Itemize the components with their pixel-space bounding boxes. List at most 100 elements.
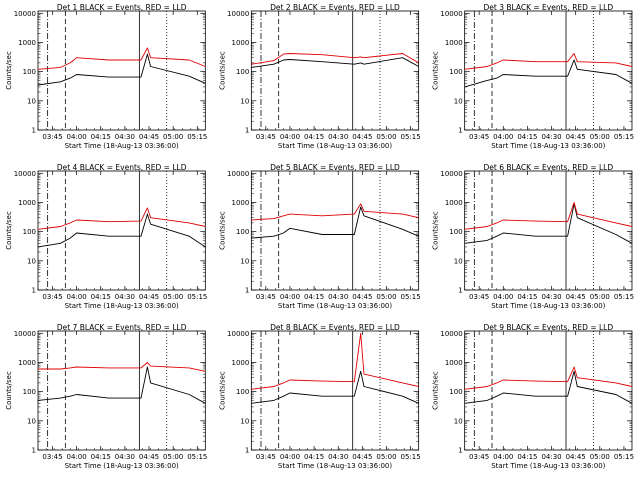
x-tick-label: 04:45 [352,133,372,141]
y-tick-label: 10000 [227,170,249,178]
x-tick-label: 04:30 [328,133,348,141]
y-tick-label: 1 [32,447,36,455]
plot-frame [250,330,420,451]
detector-panel-2: Det 2 BLACK = Events, RED = LLD 1 10 100 100… [218,3,420,150]
y-tick-label: 1 [32,127,36,135]
x-tick-label: 05:15 [401,133,421,141]
x-tick-label: 05:00 [376,453,396,461]
x-tick-label: 05:15 [401,453,421,461]
x-tick-label: 03:45 [42,293,62,301]
y-tick-label: 1000 [445,359,463,367]
x-tick-label: 05:15 [401,293,421,301]
lld-series-line [251,332,419,390]
x-tick-label: 04:00 [67,133,87,141]
detector-panel-9: Det 9 BLACK = Events, RED = LLD 1 10 100 100… [432,323,634,470]
x-tick-label: 05:00 [590,293,610,301]
lld-series-line [464,53,633,70]
y-tick-label: 1000 [18,359,36,367]
x-tick-label: 05:15 [187,133,207,141]
x-tick-label: 04:30 [115,453,135,461]
x-tick-label: 04:45 [566,453,586,461]
x-tick-label: 04:30 [115,293,135,301]
x-tick-label: 05:00 [163,453,183,461]
x-tick-label: 05:15 [187,453,207,461]
plot-frame [37,10,206,131]
y-tick-label: 1 [458,127,462,135]
y-axis-label: Counts/sec [218,51,226,90]
y-tick-label: 1 [245,127,249,135]
x-tick-label: 03:45 [256,453,276,461]
y-tick-label: 10000 [14,170,36,178]
y-tick-label: 1 [245,447,249,455]
x-tick-label: 05:15 [614,293,634,301]
x-tick-label: 04:45 [352,453,372,461]
panel-title: Det 1 BLACK = Events, RED = LLD [57,3,187,12]
y-tick-label: 10 [240,257,249,265]
x-tick-label: 04:45 [566,133,586,141]
x-tick-label: 05:00 [590,133,610,141]
y-tick-label: 10 [454,417,463,425]
y-tick-label: 10 [27,417,36,425]
y-tick-label: 100 [449,68,462,76]
y-tick-label: 10000 [14,330,36,338]
detector-panel-8: Det 8 BLACK = Events, RED = LLD 1 10 100 100… [218,323,420,470]
y-axis-label: Counts/sec [432,371,440,410]
y-tick-label: 10000 [440,330,462,338]
events-series-line [251,370,419,404]
x-tick-label: 04:00 [280,293,300,301]
x-tick-label: 04:30 [541,453,561,461]
lld-series-line [251,53,419,65]
x-axis-label: Start Time (18-Aug-13 03:36:00) [278,302,392,310]
detector-panel-5: Det 5 BLACK = Events, RED = LLD 1 10 100 100… [218,163,420,310]
x-tick-label: 04:45 [139,133,159,141]
y-tick-label: 1000 [232,199,250,207]
y-tick-label: 1000 [445,39,463,47]
x-tick-label: 04:45 [139,293,159,301]
detector-panel-3: Det 3 BLACK = Events, RED = LLD 1 10 100 100… [432,3,634,150]
y-tick-label: 1 [32,287,36,295]
y-tick-label: 10 [454,97,463,105]
x-tick-label: 04:15 [517,293,537,301]
panel-title: Det 3 BLACK = Events, RED = LLD [483,3,613,12]
y-tick-label: 10 [27,257,36,265]
x-tick-label: 04:00 [493,453,513,461]
x-tick-label: 03:45 [469,293,489,301]
x-tick-label: 05:15 [187,293,207,301]
y-tick-label: 1 [458,287,462,295]
panel-title: Det 8 BLACK = Events, RED = LLD [270,323,400,332]
y-tick-label: 100 [236,228,249,236]
y-tick-label: 100 [236,68,249,76]
x-tick-label: 04:15 [304,453,324,461]
panel-title: Det 6 BLACK = Events, RED = LLD [483,163,613,172]
y-tick-label: 100 [449,388,462,396]
plot-frame [250,10,420,131]
x-tick-label: 04:30 [328,293,348,301]
y-axis-label: Counts/sec [432,51,440,90]
y-tick-label: 1 [245,287,249,295]
y-axis-label: Counts/sec [5,51,13,90]
y-tick-label: 100 [23,228,36,236]
x-tick-label: 05:00 [590,453,610,461]
y-axis-label: Counts/sec [5,371,13,410]
events-series-line [37,53,206,86]
detector-panel-6: Det 6 BLACK = Events, RED = LLD 1 10 100 100… [432,163,634,310]
x-tick-label: 04:15 [517,453,537,461]
events-series-line [37,366,206,404]
events-series-line [464,203,633,244]
plot-frame [250,170,420,291]
lld-series-line [37,207,206,230]
plot-frame [464,10,633,131]
x-tick-label: 04:15 [304,293,324,301]
y-tick-label: 100 [23,388,36,396]
events-series-line [464,370,633,404]
y-axis-label: Counts/sec [218,211,226,250]
x-tick-label: 04:15 [517,133,537,141]
plot-frame [37,170,206,291]
x-tick-label: 03:45 [42,133,62,141]
detector-panel-4: Det 4 BLACK = Events, RED = LLD 1 10 100 100… [5,163,207,310]
detector-panel-1: Det 1 BLACK = Events, RED = LLD 1 10 100 100… [5,3,207,150]
x-tick-label: 05:15 [614,133,634,141]
x-axis-label: Start Time (18-Aug-13 03:36:00) [65,302,179,310]
y-tick-label: 10000 [440,170,462,178]
